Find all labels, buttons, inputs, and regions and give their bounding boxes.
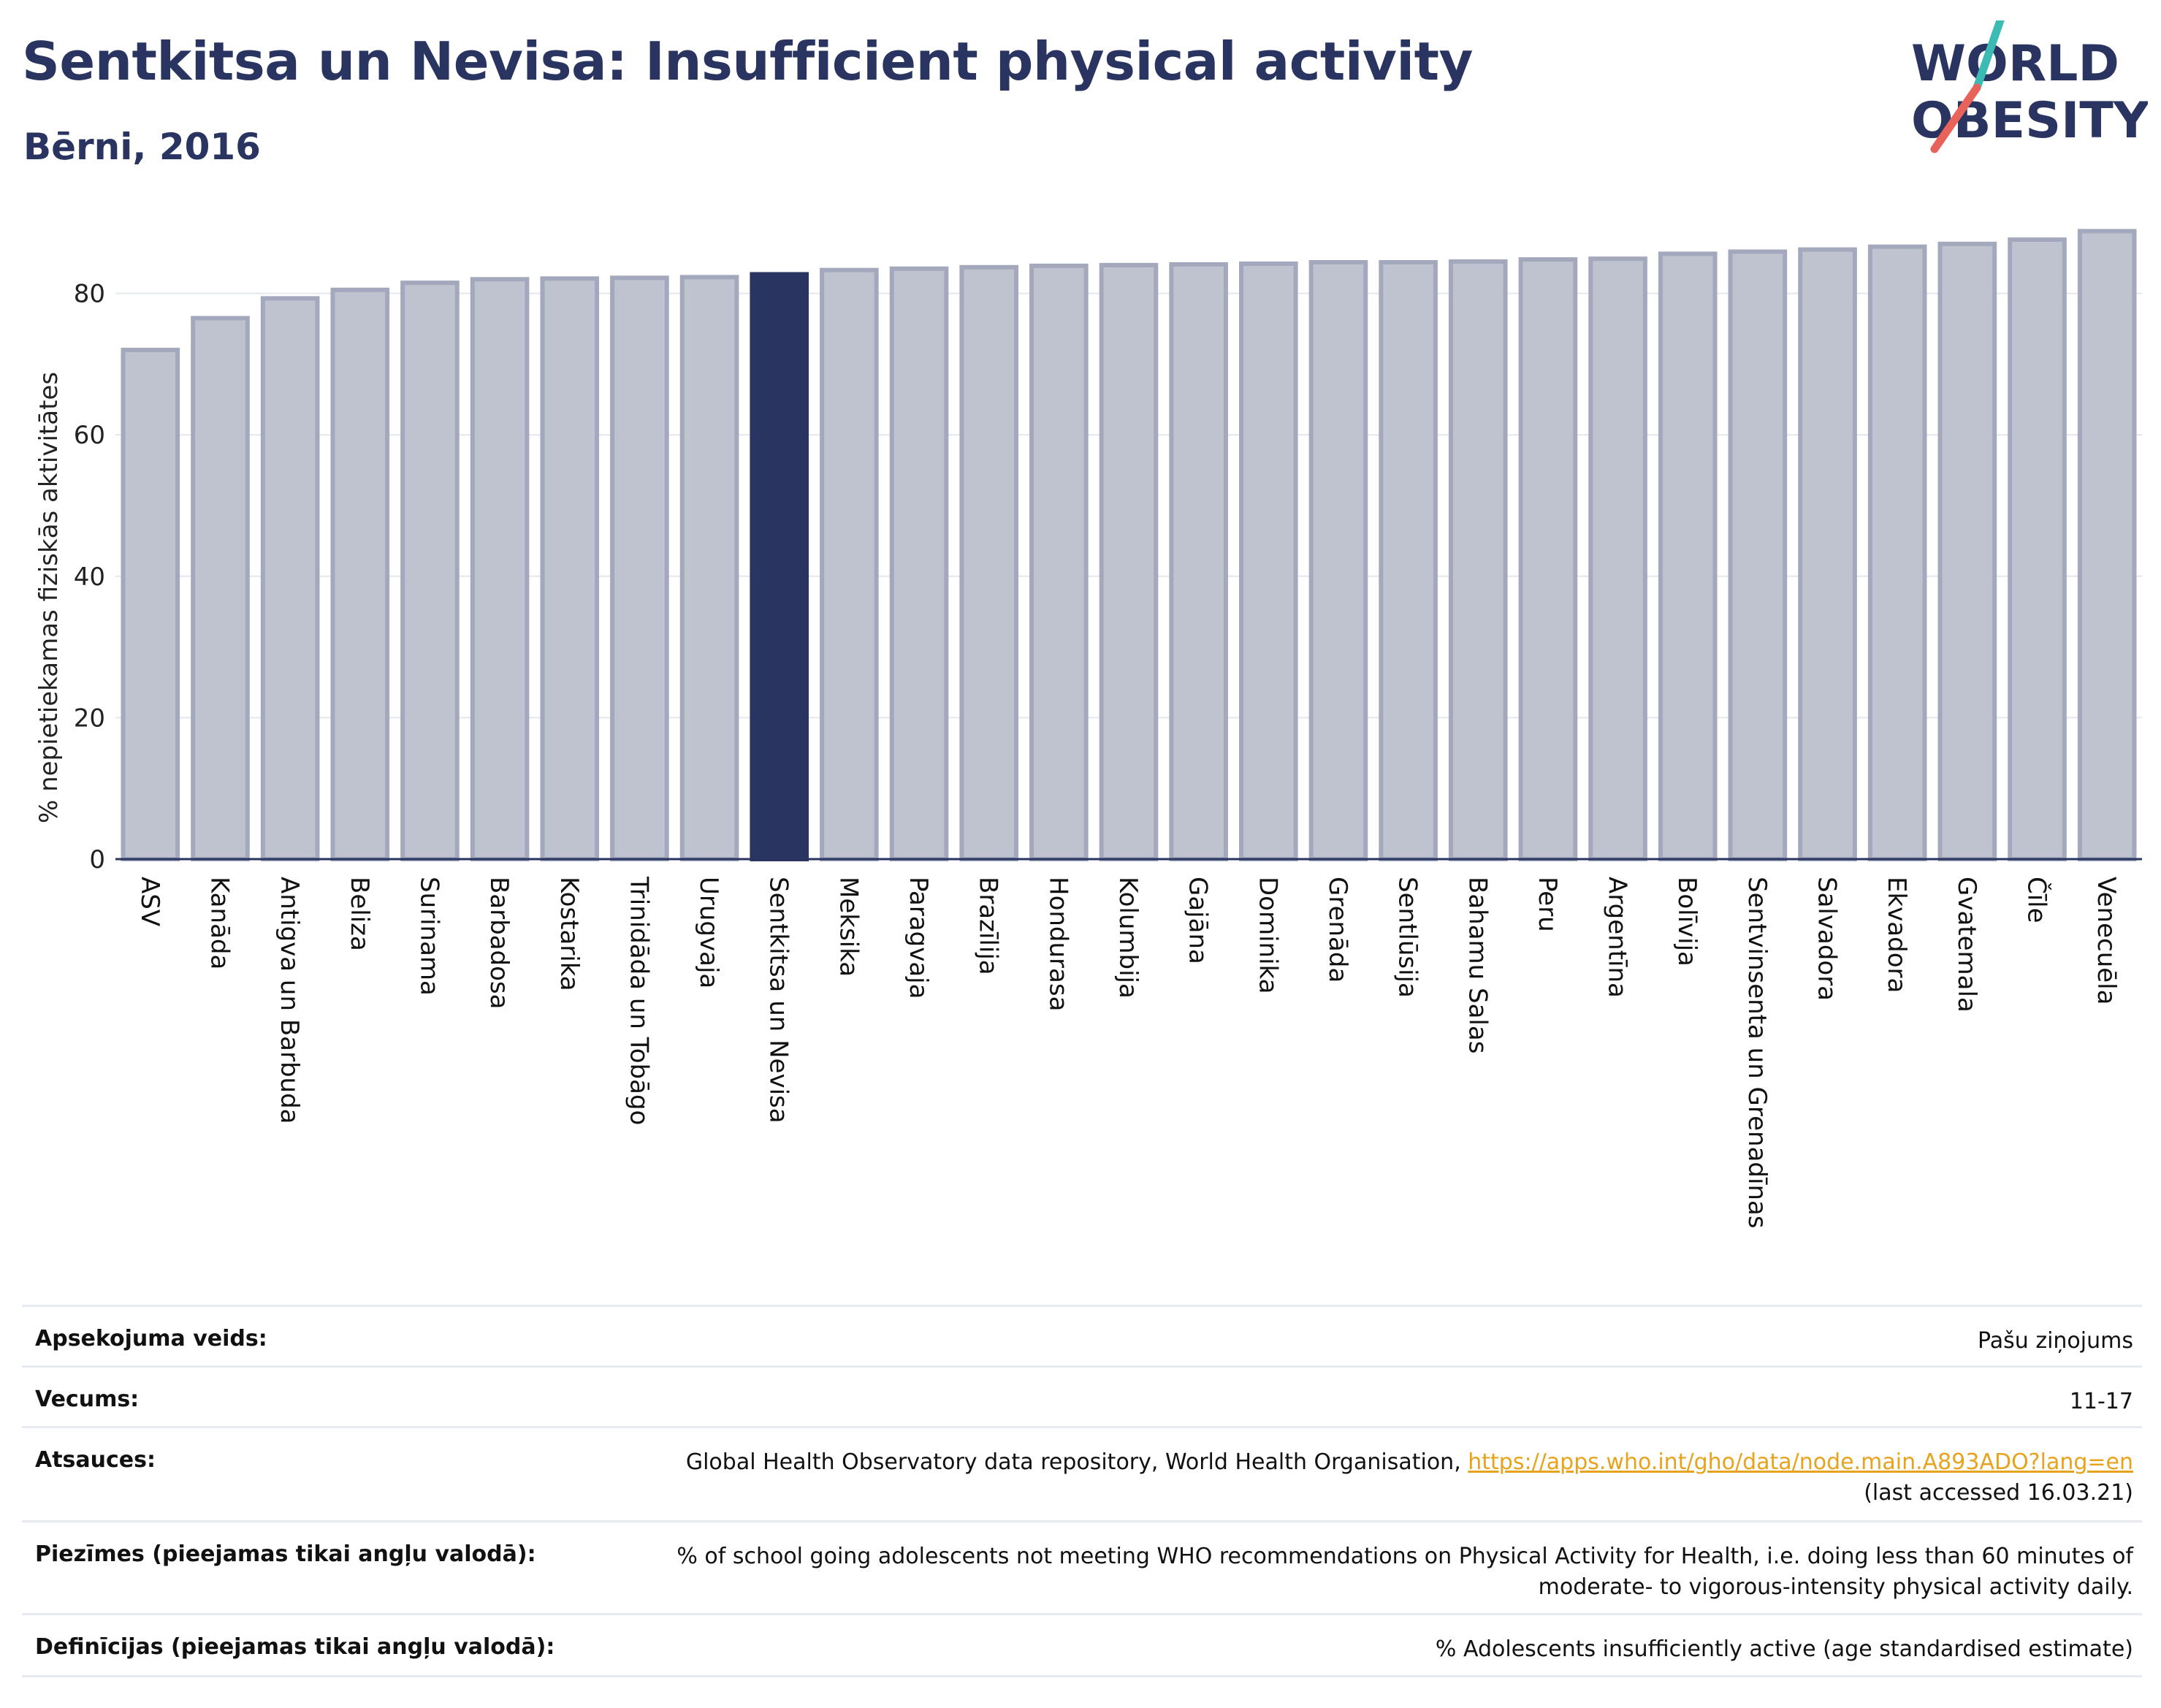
meta-label: Vecums: [22, 1365, 598, 1428]
meta-value: % Adolescents insufficiently active (age… [598, 1613, 2142, 1677]
bar [1658, 251, 1718, 861]
x-tick-label: Bahamu Salas [1463, 877, 1492, 1053]
x-tick-label: Kanāda [205, 877, 234, 969]
chart-subtitle: Bērni, 2016 [23, 126, 261, 168]
svg-text:OBESITY: OBESITY [1911, 92, 2148, 150]
x-tick-label: ASV [135, 877, 164, 926]
y-tick-label: 80 [74, 280, 105, 309]
x-tick-label: Salvadora [1813, 877, 1842, 1001]
bar [540, 276, 600, 862]
bar [1798, 247, 1857, 862]
bar [820, 267, 879, 861]
bar-chart: 0 20 40 60 80 ASV Kanāda Antigva un Barbuda Bel… [34, 229, 2142, 1229]
x-tick-label: Dominika [1253, 877, 1282, 994]
meta-label: Atsauces: [22, 1426, 598, 1522]
x-tick-label: Kolumbija [1113, 877, 1143, 999]
meta-row-survey-type: Apsekojuma veids: Pašu ziņojums [22, 1305, 2142, 1368]
bar [889, 266, 949, 862]
bar [1029, 263, 1089, 861]
meta-row-references: Atsauces: Global Health Observatory data… [22, 1426, 2142, 1522]
meta-value: 11-17 [598, 1365, 2142, 1428]
bar [1937, 241, 1997, 861]
reference-text: Global Health Observatory data repositor… [685, 1449, 1468, 1475]
bar [1518, 257, 1578, 862]
meta-label: Piezīmes (pieejamas tikai angļu valodā): [22, 1520, 598, 1615]
bar [1239, 261, 1298, 862]
bar [1588, 256, 1647, 861]
meta-row-notes: Piezīmes (pieejamas tikai angļu valodā):… [22, 1520, 2142, 1615]
x-tick-label: Urugvaja [694, 877, 723, 988]
y-tick-label: 20 [74, 704, 105, 733]
metadata-table: Apsekojuma veids: Pašu ziņojums Vecums: … [22, 1305, 2142, 1677]
x-tick-label: Brazīlija [974, 877, 1003, 975]
x-tick-label: Bolīvija [1672, 877, 1701, 967]
x-tick-label: Barbadosa [484, 877, 514, 1010]
x-tick-label: Paragvaja [904, 877, 933, 999]
y-tick-label: 60 [74, 421, 105, 450]
bar [610, 275, 669, 861]
bar [1099, 262, 1159, 861]
meta-value: Global Health Observatory data repositor… [598, 1426, 2142, 1522]
x-tick-label: Surinama [414, 877, 443, 996]
world-obesity-logo: WORLD OBESITY [1911, 20, 2148, 153]
x-tick-label: Sentvinsenta un Grenadīnas [1742, 877, 1772, 1229]
notes-line-2: moderate- to vigorous-intensity physical… [1538, 1574, 2133, 1600]
bar [679, 275, 739, 861]
y-axis-label: % nepietiekamas fiziskās aktivitātes [34, 372, 64, 823]
bar [1728, 249, 1788, 862]
bar [400, 281, 460, 861]
x-tick-label: Grenāda [1323, 877, 1352, 983]
x-tick-label: Gajāna [1184, 877, 1213, 964]
x-tick-label: Meksika [834, 877, 863, 977]
x-tick-label: Sentlūsija [1393, 877, 1422, 998]
x-tick-label: Hondurasa [1043, 877, 1072, 1011]
x-tick-label: Antigva un Barbuda [275, 877, 304, 1124]
notes-line-1: % of school going adolescents not meetin… [676, 1544, 2133, 1569]
meta-value: Pašu ziņojums [598, 1305, 2142, 1368]
x-tick-label: Argentīna [1603, 877, 1632, 998]
bar [1448, 259, 1508, 862]
bar [470, 277, 530, 862]
bar [260, 296, 320, 862]
bars [121, 229, 2137, 862]
x-tick-label: Beliza [345, 877, 374, 951]
x-tick-label: Kostarika [554, 877, 584, 991]
y-axis-ticks: 0 20 40 60 80 [74, 280, 105, 874]
y-tick-label: 0 [89, 845, 105, 874]
bar [191, 316, 250, 862]
bar [121, 348, 180, 862]
meta-label: Definīcijas (pieejamas tikai angļu valod… [22, 1613, 598, 1677]
x-tick-label: Ekvadora [1882, 877, 1911, 993]
bar [2077, 229, 2137, 861]
x-tick-label: Trinidāda un Tobāgo [624, 876, 653, 1125]
meta-row-definitions: Definīcijas (pieejamas tikai angļu valod… [22, 1613, 2142, 1677]
meta-value: % of school going adolescents not meetin… [598, 1520, 2142, 1615]
y-tick-label: 40 [74, 563, 105, 592]
bar [1308, 260, 1368, 862]
svg-text:WORLD: WORLD [1911, 35, 2119, 93]
x-tick-label: Gvatemala [1952, 877, 1981, 1013]
bar [2008, 237, 2067, 862]
x-tick-label: Sentkitsa un Nevisa [764, 877, 793, 1124]
meta-row-age: Vecums: 11-17 [22, 1365, 2142, 1428]
bar [1379, 260, 1438, 862]
bar [959, 264, 1018, 861]
reference-accessed: (last accessed 16.03.21) [1864, 1480, 2133, 1506]
x-tick-label: Peru [1533, 877, 1562, 932]
bar [1867, 244, 1927, 862]
bar-highlight [750, 272, 809, 862]
chart-title: Sentkitsa un Nevisa: Insufficient physic… [22, 31, 1473, 92]
reference-link[interactable]: https://apps.who.int/gho/data/node.main.… [1468, 1449, 2133, 1475]
x-axis-labels: ASV Kanāda Antigva un Barbuda Beliza Surinam… [135, 876, 2121, 1229]
bar [1169, 262, 1228, 862]
meta-label: Apsekojuma veids: [22, 1305, 598, 1368]
x-tick-label: Venecuēla [2092, 877, 2121, 1004]
bar [330, 287, 390, 861]
x-tick-label: Čīle [2022, 877, 2052, 923]
